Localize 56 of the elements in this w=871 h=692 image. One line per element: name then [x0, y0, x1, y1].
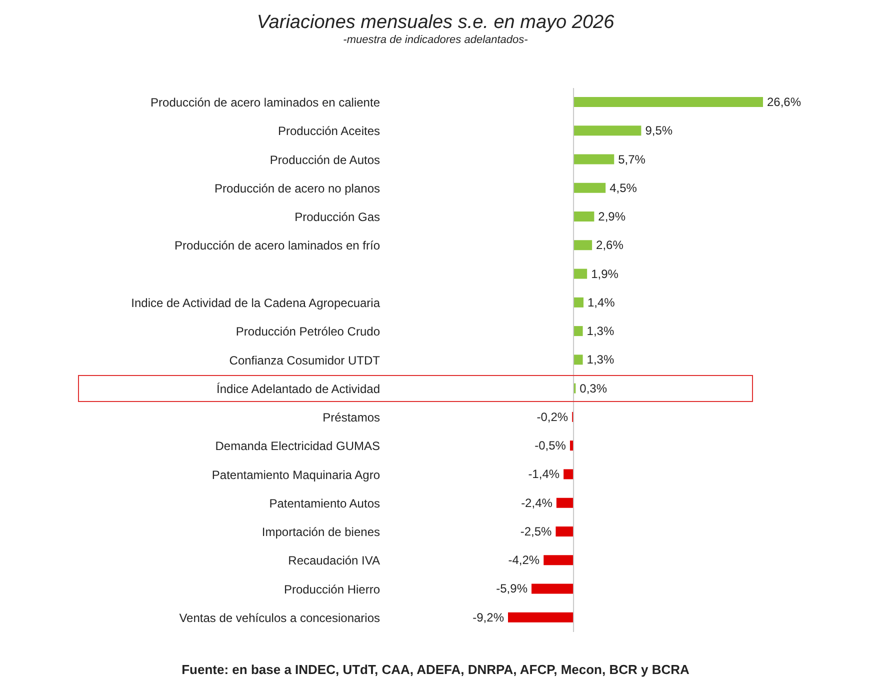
y-tick-label: Indice de Actividad de la Cadena Agropecuaria — [131, 296, 380, 310]
data-label: 1,3% — [586, 352, 614, 367]
y-tick-label: Producción Aceites — [278, 124, 380, 138]
data-label: 1,3% — [586, 324, 614, 338]
data-label: 5,7% — [618, 152, 646, 166]
y-tick-label: Producción de Autos — [270, 152, 380, 167]
data-label: -2,5% — [520, 524, 552, 538]
data-label: 1,4% — [588, 295, 616, 310]
data-label: -1,4% — [528, 467, 560, 482]
data-label: -4,2% — [508, 553, 540, 568]
bar — [508, 612, 574, 622]
chart-subtitle: -muestra de indicadores adelantados- — [342, 34, 529, 46]
bar — [574, 268, 588, 279]
bar — [564, 469, 574, 480]
bar — [574, 97, 763, 107]
y-tick-label: Recaudación IVA — [288, 554, 380, 568]
y-tick-label: Producción de acero laminados en caliente — [150, 96, 380, 110]
bar — [574, 212, 594, 222]
data-label: -0,2% — [536, 410, 568, 424]
data-label: 4,5% — [610, 180, 638, 195]
bar — [574, 154, 614, 164]
y-tick-label: Patentamiento Autos — [269, 496, 380, 510]
data-label: 2,6% — [596, 238, 624, 252]
bar — [556, 526, 574, 536]
bar — [556, 498, 574, 508]
data-label: 9,5% — [645, 124, 673, 138]
y-tick-label: Demanda Electricidad GUMAS — [215, 439, 380, 454]
bar — [574, 326, 583, 336]
bar — [544, 555, 574, 566]
y-tick-label: Importación de bienes — [262, 525, 380, 540]
data-label: -0,5% — [534, 438, 566, 453]
y-tick-label: Préstamos — [322, 410, 380, 425]
bar — [574, 297, 584, 308]
bar — [574, 126, 642, 136]
y-tick-label: Ventas de vehículos a concesionarios — [179, 610, 380, 625]
y-tick-label: Índice Adelantado de Actividad — [216, 382, 380, 396]
data-label: 1,9% — [591, 266, 619, 281]
y-tick-label: Patentamiento Maquinaria Agro — [212, 468, 380, 482]
data-label: -2,4% — [521, 496, 553, 510]
bar — [574, 182, 606, 193]
data-label: -9,2% — [472, 610, 504, 624]
y-tick-label: Producción Petróleo Crudo — [236, 324, 380, 339]
y-tick-label: Producción de acero no planos — [214, 181, 380, 196]
data-label: 26,6% — [767, 95, 802, 109]
y-tick-label: Producción Hierro — [284, 582, 380, 596]
data-label: 0,3% — [580, 381, 608, 396]
data-label: 2,9% — [598, 210, 626, 224]
bar — [574, 240, 592, 250]
y-tick-label: Confianza Cosumidor UTDT — [229, 353, 381, 368]
bar — [574, 354, 583, 365]
data-label: -5,9% — [496, 582, 528, 596]
y-tick-label: Producción Gas — [294, 210, 380, 224]
bar — [532, 584, 574, 594]
chart-title: Variaciones mensuales s.e. en mayo 2026 — [256, 12, 616, 34]
source-note: Fuente: en base a INDEC, UTdT, CAA, ADEFA, DNRPA, AFCP, Mecon, BCR y BCRA — [180, 662, 690, 677]
y-tick-label: Producción de acero laminados en frío — [174, 238, 380, 253]
